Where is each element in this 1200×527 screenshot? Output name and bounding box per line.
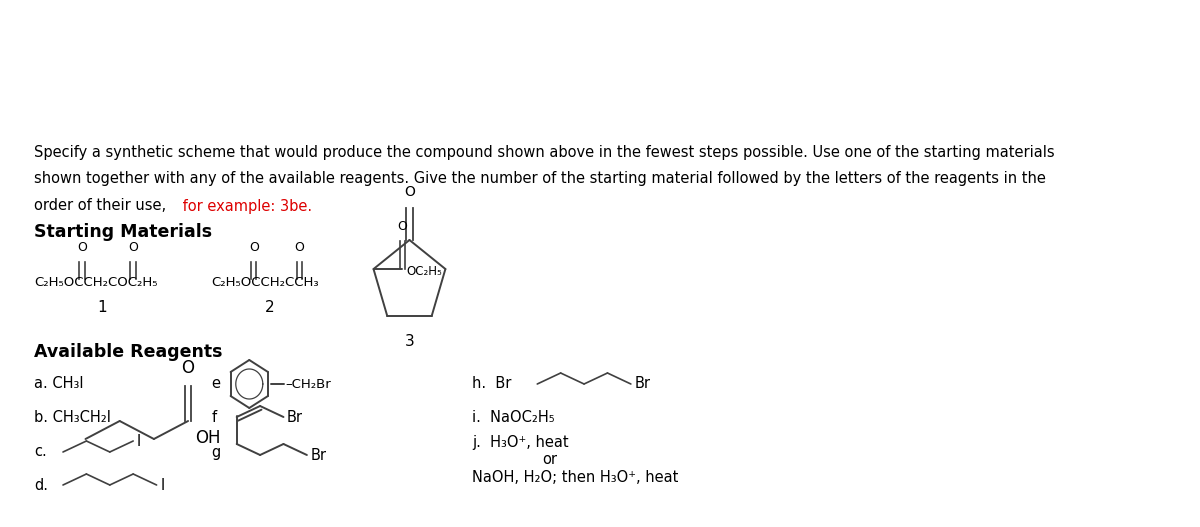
Text: for example: 3be.: for example: 3be. bbox=[178, 199, 312, 213]
Text: b. CH₃CH₂I: b. CH₃CH₂I bbox=[34, 409, 112, 425]
Text: O: O bbox=[181, 359, 194, 377]
Text: O: O bbox=[404, 185, 415, 199]
Text: O: O bbox=[295, 241, 305, 254]
Text: order of their use,: order of their use, bbox=[34, 199, 167, 213]
Text: shown together with any of the available reagents. Give the number of the starti: shown together with any of the available… bbox=[34, 171, 1046, 187]
Text: i.  NaOC₂H₅: i. NaOC₂H₅ bbox=[473, 409, 556, 425]
Text: e: e bbox=[211, 376, 221, 392]
Text: Available Reagents: Available Reagents bbox=[34, 343, 223, 361]
Text: C₂H₅OCCH₂CCH₃: C₂H₅OCCH₂CCH₃ bbox=[211, 276, 319, 288]
Text: C₂H₅OCCH₂COC₂H₅: C₂H₅OCCH₂COC₂H₅ bbox=[34, 276, 157, 288]
Text: Br: Br bbox=[635, 376, 650, 392]
Text: OC₂H₅: OC₂H₅ bbox=[407, 265, 443, 278]
Text: f: f bbox=[211, 409, 217, 425]
Text: O: O bbox=[397, 220, 407, 233]
Text: a. CH₃I: a. CH₃I bbox=[34, 376, 84, 392]
Text: I: I bbox=[160, 477, 164, 493]
Text: Starting Materials: Starting Materials bbox=[34, 223, 212, 241]
Text: Br: Br bbox=[287, 409, 304, 425]
Text: 3: 3 bbox=[404, 335, 414, 349]
Text: 2: 2 bbox=[265, 300, 275, 316]
Text: 1: 1 bbox=[97, 300, 107, 316]
Text: d.: d. bbox=[34, 477, 48, 493]
Text: Specify a synthetic scheme that would produce the compound shown above in the fe: Specify a synthetic scheme that would pr… bbox=[34, 144, 1055, 160]
Text: j.  H₃O⁺, heat: j. H₃O⁺, heat bbox=[473, 434, 569, 450]
Text: OH: OH bbox=[196, 429, 221, 447]
Text: g: g bbox=[211, 444, 221, 460]
Text: O: O bbox=[128, 241, 138, 254]
Text: Br: Br bbox=[311, 447, 326, 463]
Text: NaOH, H₂O; then H₃O⁺, heat: NaOH, H₂O; then H₃O⁺, heat bbox=[473, 471, 679, 485]
Text: I: I bbox=[137, 434, 142, 448]
Text: c.: c. bbox=[34, 444, 47, 460]
Text: h.  Br: h. Br bbox=[473, 376, 512, 392]
Text: or: or bbox=[542, 453, 558, 467]
Text: O: O bbox=[77, 241, 86, 254]
Text: O: O bbox=[248, 241, 259, 254]
Text: –CH₂Br: –CH₂Br bbox=[286, 377, 331, 391]
